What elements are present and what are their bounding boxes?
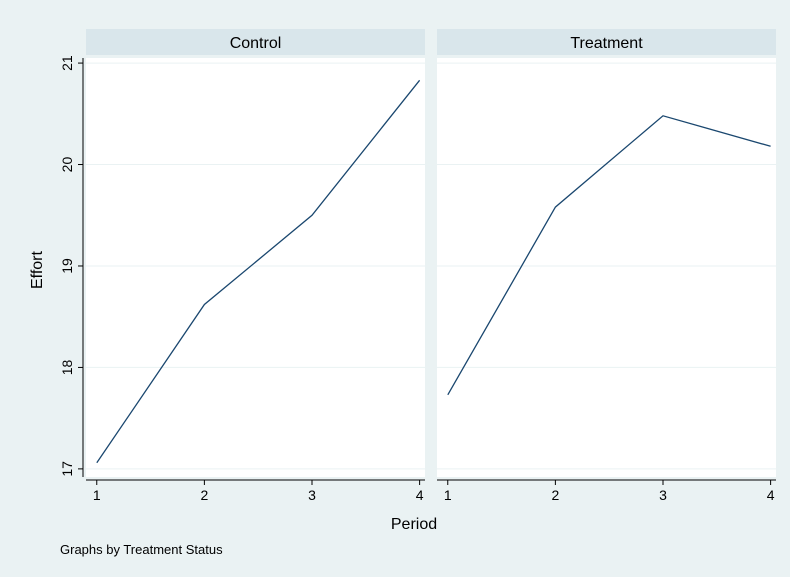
panel-title: Treatment bbox=[570, 35, 643, 52]
x-tick-label: 2 bbox=[551, 487, 559, 503]
y-tick-label: 20 bbox=[59, 157, 75, 173]
x-tick-label: 3 bbox=[659, 487, 667, 503]
panel-header bbox=[86, 29, 425, 55]
x-tick-label: 4 bbox=[767, 487, 775, 503]
panel-header bbox=[437, 29, 776, 55]
y-tick-label: 17 bbox=[59, 461, 75, 477]
x-tick-label: 1 bbox=[93, 487, 101, 503]
series-line bbox=[96, 79, 421, 464]
graph-note: Graphs by Treatment Status bbox=[60, 542, 223, 557]
panel-treatment: Treatment 1 2 3 4 bbox=[437, 29, 776, 503]
y-tick-label: 21 bbox=[59, 55, 75, 71]
x-tick-label: 4 bbox=[416, 487, 424, 503]
panel-control: Control 1 2 3 4 17 18 19 20 21 bbox=[59, 29, 425, 503]
y-tick-label: 18 bbox=[59, 359, 75, 375]
x-tick-label: 3 bbox=[308, 487, 316, 503]
panel-title: Control bbox=[230, 35, 282, 52]
plot-area bbox=[437, 58, 776, 477]
x-tick-label: 2 bbox=[200, 487, 208, 503]
y-tick-label: 19 bbox=[59, 258, 75, 274]
series-line bbox=[447, 115, 771, 396]
y-axis-label: Effort bbox=[29, 250, 46, 289]
plot-area bbox=[86, 58, 425, 477]
panels: Control 1 2 3 4 17 18 19 20 21 Treatment 1 2 3 4 bbox=[59, 29, 776, 503]
x-tick-label: 1 bbox=[444, 487, 452, 503]
x-axis-label: Period bbox=[391, 516, 437, 533]
